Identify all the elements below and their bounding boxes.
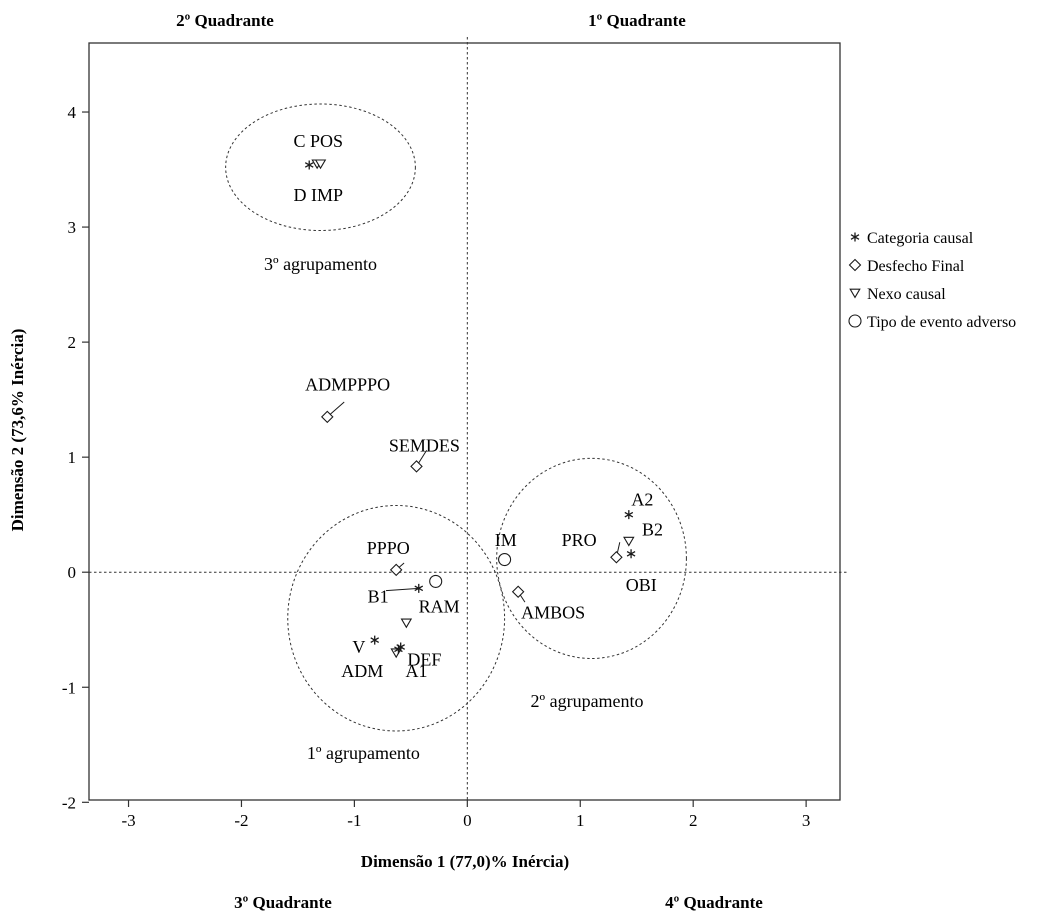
x-tick-label: -1 bbox=[347, 811, 361, 830]
point-label: RAM bbox=[419, 597, 460, 617]
point-marker-diamond bbox=[321, 410, 334, 424]
y-tick-label: 2 bbox=[68, 333, 77, 352]
point-label: DEF bbox=[407, 650, 441, 670]
cluster-ellipse bbox=[225, 103, 416, 232]
point-marker-diamond bbox=[511, 585, 525, 599]
quadrant-1-label: 1º Quadrante bbox=[588, 11, 686, 30]
x-tick-label: 0 bbox=[463, 811, 472, 830]
point-label: PPPO bbox=[367, 538, 410, 558]
point-label: V bbox=[352, 637, 365, 657]
point-label: AMBOS bbox=[521, 602, 585, 622]
legend-label: Tipo de evento adverso bbox=[867, 314, 1016, 331]
legend-label: Desfecho Final bbox=[867, 258, 965, 275]
leader-line bbox=[385, 587, 419, 592]
cluster-label: 2º agrupamento bbox=[531, 691, 644, 711]
point-label: OBI bbox=[626, 575, 657, 595]
y-axis-title: Dimensão 2 (73,6% Inércia) bbox=[8, 329, 27, 532]
x-tick-label: 2 bbox=[689, 811, 698, 830]
plot-frame bbox=[88, 42, 841, 801]
point-label: SEMDES bbox=[389, 436, 460, 456]
point-marker-diamond bbox=[389, 563, 403, 577]
y-tick-label: 3 bbox=[68, 218, 77, 237]
legend-star-icon bbox=[850, 232, 860, 242]
point-label: ADM bbox=[341, 661, 383, 681]
point-marker-star bbox=[624, 510, 634, 520]
y-tick-label: 1 bbox=[68, 448, 77, 467]
cluster-ellipse bbox=[287, 504, 506, 732]
cluster-label: 1º agrupamento bbox=[307, 743, 420, 763]
point-label: B1 bbox=[368, 586, 389, 606]
point-label: IM bbox=[495, 530, 517, 550]
point-marker-triangle-down bbox=[314, 159, 327, 170]
point-marker-star bbox=[396, 642, 406, 652]
legend-label: Nexo causal bbox=[867, 286, 946, 303]
cluster-ellipse bbox=[496, 457, 687, 659]
y-tick-label: -1 bbox=[62, 678, 76, 697]
point-marker-diamond bbox=[410, 460, 423, 473]
legend-circle-icon bbox=[848, 314, 862, 328]
point-marker-triangle-down bbox=[623, 536, 635, 547]
legend-diamond-icon bbox=[848, 258, 862, 272]
y-tick-label: 0 bbox=[68, 563, 77, 582]
y-tick-label: 4 bbox=[68, 103, 77, 122]
point-label: ADMPPPO bbox=[305, 375, 390, 395]
quadrant-2-label: 2º Quadrante bbox=[176, 11, 274, 30]
point-marker-star bbox=[626, 549, 636, 559]
x-tick-label: 1 bbox=[576, 811, 585, 830]
point-label: B2 bbox=[642, 520, 663, 540]
point-marker-diamond bbox=[610, 550, 623, 564]
x-tick-label: -3 bbox=[121, 811, 135, 830]
point-label: A1 bbox=[406, 661, 428, 681]
y-tick-label: -2 bbox=[62, 793, 76, 812]
point-label: C POS bbox=[293, 131, 343, 151]
quadrant-4-label: 4º Quadrante bbox=[665, 893, 763, 912]
point-marker-circle bbox=[498, 553, 512, 567]
point-marker-star bbox=[414, 583, 424, 593]
point-marker-star bbox=[370, 635, 380, 645]
x-tick-label: 3 bbox=[802, 811, 811, 830]
point-marker-star bbox=[304, 160, 314, 170]
quadrant-3-label: 3º Quadrante bbox=[234, 893, 332, 912]
x-axis-title: Dimensão 1 (77,0)% Inércia) bbox=[361, 852, 569, 871]
point-label: A2 bbox=[631, 490, 653, 510]
x-tick-label: -2 bbox=[234, 811, 248, 830]
point-marker-circle bbox=[429, 574, 443, 588]
point-label: PRO bbox=[562, 530, 597, 550]
legend-triangle-down-icon bbox=[849, 288, 861, 299]
legend-label: Categoria causal bbox=[867, 230, 974, 247]
point-marker-triangle-down bbox=[400, 618, 413, 629]
point-label: D IMP bbox=[293, 185, 343, 205]
cluster-label: 3º agrupamento bbox=[264, 254, 377, 274]
